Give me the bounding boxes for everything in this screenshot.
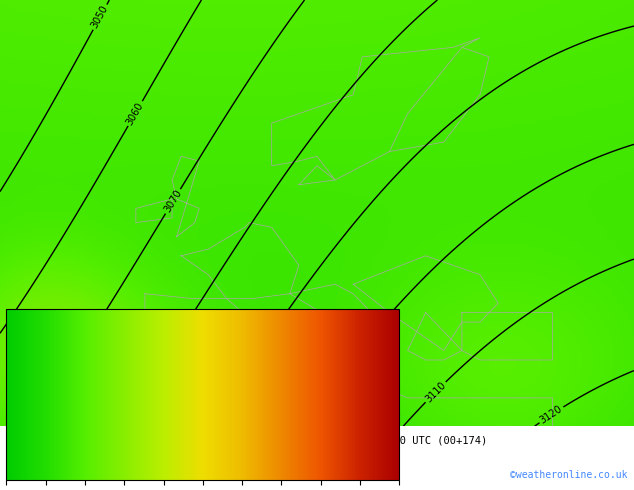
Text: 3110: 3110 <box>424 380 448 404</box>
Text: 3120: 3120 <box>538 404 564 426</box>
Text: ©weatheronline.co.uk: ©weatheronline.co.uk <box>510 470 628 480</box>
Text: 3070: 3070 <box>162 188 184 215</box>
Text: 3100: 3100 <box>301 398 323 424</box>
Text: 3080: 3080 <box>170 319 192 345</box>
Text: 3050: 3050 <box>90 4 110 30</box>
Text: 3060: 3060 <box>125 100 146 126</box>
Text: 3090: 3090 <box>210 394 233 420</box>
Text: Height 10 hPa Spread mean+σ [gpdm] GFS ENS   Mo 30-09-2024 06:00 UTC (00+174): Height 10 hPa Spread mean+σ [gpdm] GFS E… <box>6 436 488 446</box>
